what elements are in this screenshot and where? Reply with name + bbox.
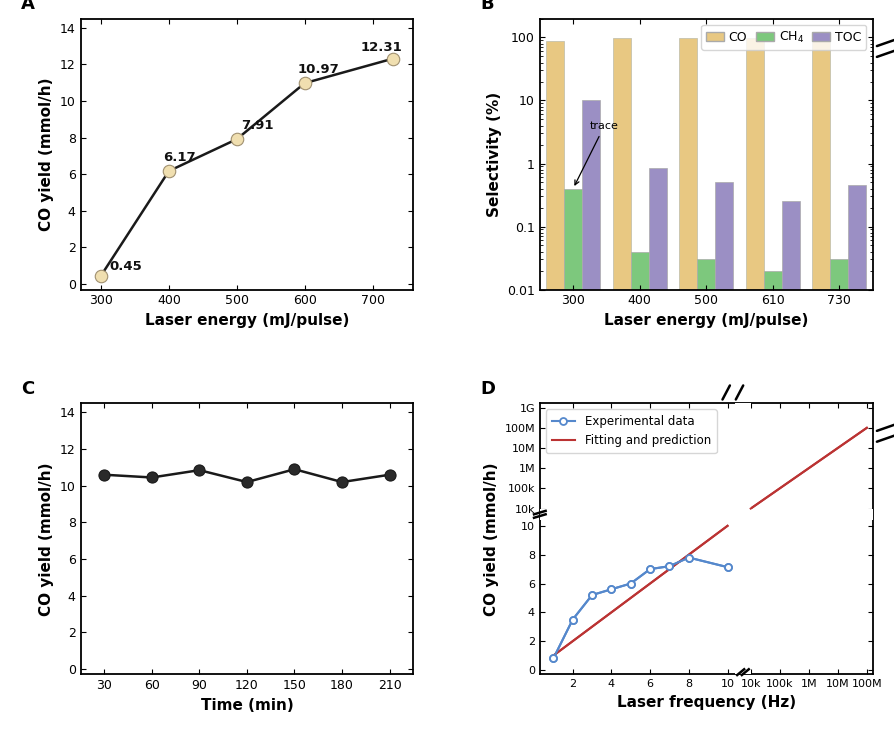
Text: 7.91: 7.91 [240, 119, 273, 132]
Text: D: D [479, 380, 494, 398]
Text: 12.31: 12.31 [360, 41, 401, 54]
Y-axis label: CO yield (mmol/h): CO yield (mmol/h) [39, 462, 55, 616]
X-axis label: Laser frequency (Hz): Laser frequency (Hz) [616, 695, 795, 710]
Bar [848, 185, 865, 741]
Bar [780, 202, 799, 741]
Bar [679, 38, 696, 741]
Bar [745, 38, 763, 741]
Bar [581, 101, 599, 741]
Bar [830, 259, 848, 741]
Text: A: A [21, 0, 35, 13]
Bar [630, 252, 648, 741]
Bar [763, 270, 780, 741]
Text: 10.97: 10.97 [298, 63, 339, 76]
Y-axis label: Selectivity (%): Selectivity (%) [486, 91, 501, 216]
Bar [735, 396, 750, 677]
Text: trace: trace [574, 122, 618, 185]
Legend: Experimental data, Fitting and prediction: Experimental data, Fitting and predictio… [545, 409, 716, 453]
X-axis label: Laser energy (mJ/pulse): Laser energy (mJ/pulse) [603, 313, 807, 328]
Text: 0.45: 0.45 [109, 260, 141, 273]
Legend: CO, CH$_4$, TOC: CO, CH$_4$, TOC [700, 24, 865, 50]
Text: C: C [21, 380, 34, 398]
Bar [534, 508, 891, 520]
Y-axis label: CO yield (mmol/h): CO yield (mmol/h) [484, 462, 498, 616]
Text: B: B [479, 0, 493, 13]
Y-axis label: CO yield (mmol/h): CO yield (mmol/h) [39, 77, 55, 230]
Text: 6.17: 6.17 [164, 151, 196, 164]
Bar [612, 38, 630, 741]
Bar [648, 168, 666, 741]
Bar [545, 41, 563, 741]
X-axis label: Time (min): Time (min) [200, 698, 293, 713]
Bar [563, 188, 581, 741]
X-axis label: Laser energy (mJ/pulse): Laser energy (mJ/pulse) [145, 313, 349, 328]
Bar [696, 259, 714, 741]
Bar [714, 182, 732, 741]
Bar [812, 38, 830, 741]
